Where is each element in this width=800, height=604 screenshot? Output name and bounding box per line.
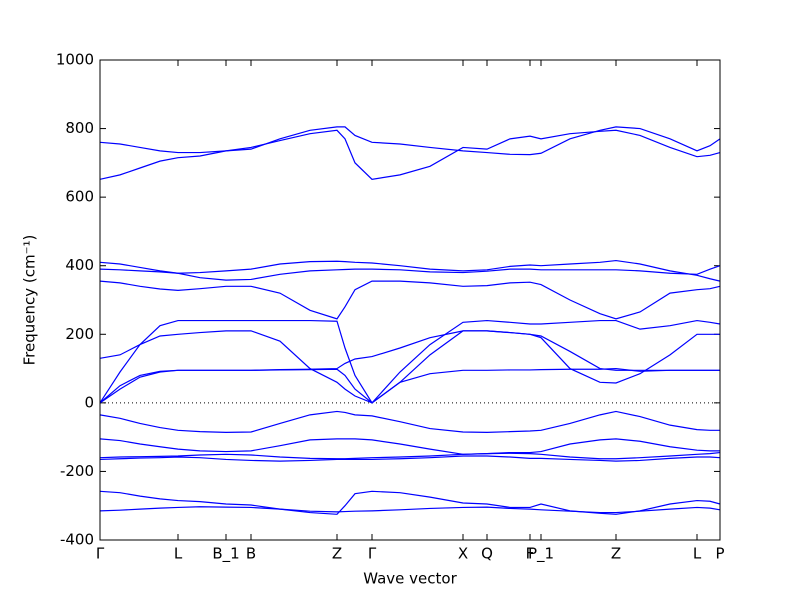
band-line <box>99 410 720 433</box>
band-line <box>99 280 721 320</box>
y-tick-label: -200 <box>60 462 94 480</box>
x-tick-label: P_1 <box>528 545 554 564</box>
x-tick-label: Q <box>481 545 493 563</box>
plot-frame <box>99 59 721 541</box>
x-tick-label: P <box>715 545 724 563</box>
y-tick-label: 800 <box>65 119 94 137</box>
y-tick-label: 1000 <box>56 51 94 69</box>
x-tick-label: Z <box>332 545 342 563</box>
y-axis-label: Frequency (cm⁻¹) <box>21 235 39 366</box>
band-line <box>99 451 721 460</box>
band-line <box>99 265 721 281</box>
band-line <box>99 438 720 455</box>
y-tick-label: 600 <box>65 188 94 206</box>
x-tick-label: B <box>246 545 256 563</box>
y-tick-label: 200 <box>65 325 94 343</box>
x-tick-label: X <box>458 545 468 563</box>
x-tick-label: F <box>526 545 535 563</box>
band-line <box>99 259 721 282</box>
band-line <box>99 490 721 515</box>
band-line <box>99 367 720 404</box>
y-tick-label: 0 <box>84 393 94 411</box>
x-axis-label: Wave vector <box>363 570 457 588</box>
y-tick-label: -400 <box>60 531 94 549</box>
y-tick-label: 400 <box>65 256 94 274</box>
x-tick-label: Γ <box>368 545 377 563</box>
band-line <box>99 129 721 180</box>
band-line <box>99 319 721 404</box>
x-tick-label: Γ <box>96 545 105 563</box>
band-line <box>99 455 721 462</box>
x-tick-label: L <box>693 545 702 563</box>
x-tick-label: B_1 <box>212 545 239 564</box>
x-tick-label: L <box>174 545 183 563</box>
band-line <box>99 506 721 514</box>
band-line <box>99 126 721 156</box>
x-tick-label: Z <box>611 545 621 563</box>
